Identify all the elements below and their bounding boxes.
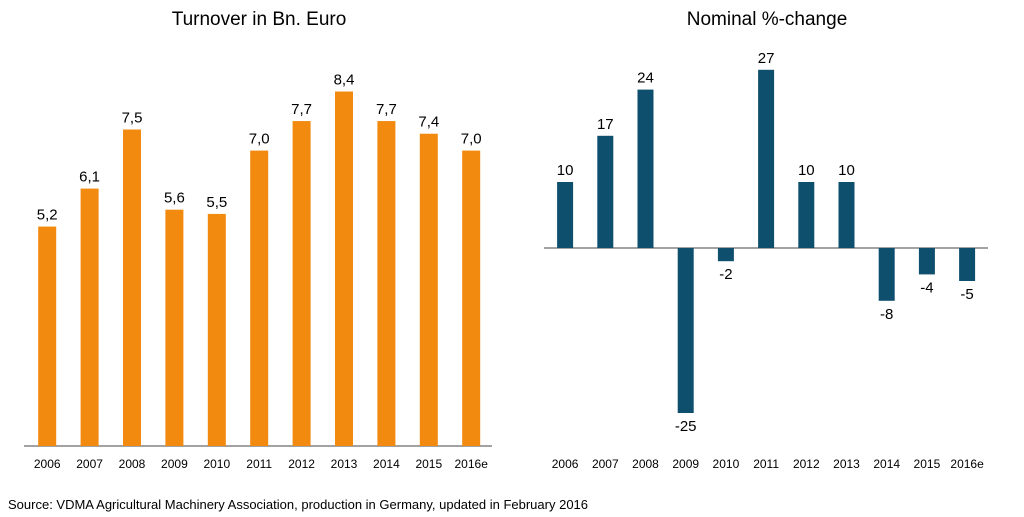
change-bar [597,135,614,248]
turnover-data-label: 7,0 [249,131,270,148]
turnover-bar [80,188,99,446]
turnover-bar [335,91,353,447]
turnover-x-tick-label: 2006 [34,457,61,471]
change-data-label: 24 [637,70,654,87]
change-x-tick-label: 2015 [914,457,941,471]
change-x-tick-label: 2007 [592,457,619,471]
turnover-data-label: 7,7 [376,101,397,118]
change-data-label: 10 [838,162,855,179]
change-bar [758,69,775,248]
turnover-bar [207,213,226,446]
change-data-label: 10 [798,162,815,179]
turnover-data-label: 7,5 [122,110,143,127]
turnover-chart-title: Turnover in Bn. Euro [172,9,347,30]
change-data-label: 17 [597,116,614,133]
turnover-bar [250,150,269,446]
nominal-change-chart-title: Nominal %-change [687,9,848,30]
change-bar [717,248,734,262]
turnover-x-tick-label: 2015 [415,457,442,471]
nominal-change-chart: Nominal %-change 10 2006 17 2007 24 2008 -25 20… [544,9,988,471]
change-data-label: -5 [960,286,973,303]
turnover-bar [123,129,141,446]
change-data-label: -4 [920,279,933,296]
turnover-bar [165,209,184,446]
turnover-chart: Turnover in Bn. Euro 5,2 2006 6,1 2007 7,5 20… [24,9,492,471]
change-x-tick-label: 2014 [873,457,900,471]
source-note: Source: VDMA Agricultural Machinery Asso… [8,497,589,512]
change-x-tick-label: 2013 [833,457,860,471]
change-bar [918,248,935,275]
change-data-label: -25 [675,418,697,435]
turnover-data-label: 7,7 [291,101,312,118]
change-x-tick-label: 2010 [713,457,740,471]
change-x-tick-label: 2012 [793,457,820,471]
change-bar [637,89,654,248]
turnover-x-tick-label: 2010 [203,457,230,471]
change-data-label: 10 [557,162,574,179]
turnover-bar [462,150,481,446]
change-data-label: -2 [719,266,732,283]
change-bar [878,248,895,301]
turnover-data-label: 5,2 [37,207,58,224]
change-bar [838,182,855,248]
change-bar [959,248,976,281]
change-bar [677,248,694,413]
change-x-tick-label: 2011 [753,457,779,471]
turnover-data-label: 8,4 [334,72,355,89]
turnover-data-label: 5,6 [164,190,185,207]
turnover-data-label: 7,4 [418,114,439,131]
turnover-x-tick-label: 2009 [161,457,188,471]
change-bar [557,182,574,248]
change-data-label: -8 [880,306,893,323]
change-x-tick-label: 2016e [950,457,984,471]
turnover-x-tick-label: 2011 [246,457,272,471]
change-bar [798,182,815,248]
turnover-bar [377,121,396,446]
change-data-label: 27 [758,50,775,67]
turnover-data-label: 6,1 [79,169,100,186]
turnover-data-label: 7,0 [461,131,482,148]
change-x-tick-label: 2008 [632,457,659,471]
turnover-bar [292,121,311,446]
turnover-x-tick-label: 2016e [455,457,489,471]
change-x-tick-label: 2006 [552,457,579,471]
turnover-x-tick-label: 2013 [331,457,358,471]
turnover-x-tick-label: 2014 [373,457,400,471]
turnover-x-tick-label: 2008 [119,457,146,471]
turnover-x-tick-label: 2012 [288,457,315,471]
turnover-bar [419,133,438,446]
turnover-bar [38,226,57,446]
change-x-tick-label: 2009 [672,457,699,471]
turnover-x-tick-label: 2007 [76,457,103,471]
turnover-data-label: 5,5 [206,194,227,211]
